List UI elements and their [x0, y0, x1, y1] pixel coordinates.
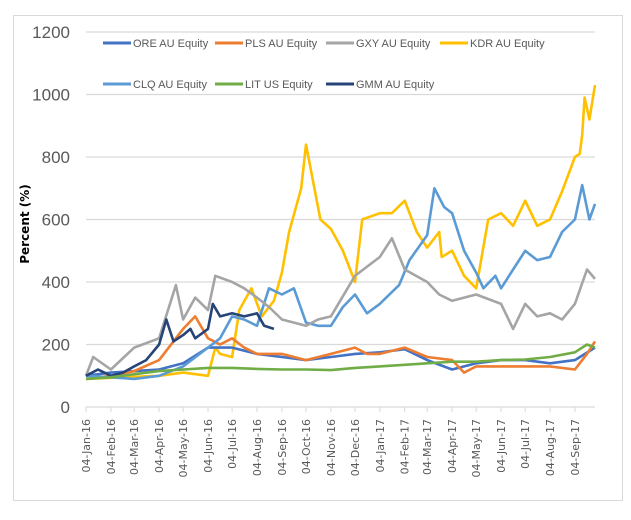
legend-item: KDR AU Equity: [440, 38, 545, 50]
y-tick-label: 800: [42, 148, 70, 167]
x-tick-label: 04-Jun-17: [495, 419, 508, 473]
y-tick-label: 200: [42, 336, 70, 355]
series-line-kdr: [85, 84, 597, 381]
x-tick-label: 04-Jan-16: [80, 419, 93, 473]
legend-item: ORE AU Equity: [103, 38, 209, 50]
y-tick-label: 400: [42, 273, 70, 292]
series-line-gmm: [85, 302, 275, 378]
x-tick-label: 04-Aug-17: [544, 419, 557, 476]
x-tick-label: 04-Jan-17: [374, 419, 387, 473]
x-tick-label: 04-Nov-16: [325, 419, 338, 476]
legend-label: LIT US Equity: [245, 79, 313, 91]
x-tick-label: 04-Oct-16: [300, 419, 313, 474]
x-tick-label: 04-Feb-17: [399, 419, 412, 474]
chart-frame: [13, 15, 623, 501]
y-tick-label: 1000: [32, 86, 70, 105]
x-tick-label: 04-Jul-17: [519, 419, 532, 469]
y-tick-label: 1200: [32, 23, 70, 42]
series-line-lit: [85, 343, 596, 381]
legend-label: ORE AU Equity: [133, 38, 209, 50]
legend-item: GXY AU Equity: [326, 38, 431, 50]
x-tick-label: 04-Jul-16: [226, 419, 239, 469]
x-tick-label: 04-Jun-16: [202, 419, 215, 473]
x-tick-label: 04-Apr-16: [153, 419, 166, 473]
series-line-pls: [85, 315, 597, 381]
legend-item: PLS AU Equity: [215, 38, 318, 50]
x-tick-label: 04-Feb-16: [105, 419, 118, 474]
x-tick-label: 04-Sep-16: [276, 419, 289, 476]
legend-label: GXY AU Equity: [356, 38, 431, 50]
x-tick-label: 04-May-16: [177, 419, 190, 477]
y-axis-label: Percent (%): [18, 184, 32, 264]
x-tick-label: 04-Dec-16: [349, 419, 362, 476]
legend-label: KDR AU Equity: [470, 38, 545, 50]
x-tick-label: 04-Mar-16: [128, 419, 141, 475]
series-line-gxy: [84, 237, 596, 377]
legend-label: GMM AU Equity: [356, 79, 435, 91]
x-tick-label: 04-Sep-17: [569, 419, 582, 476]
legend-item: GMM AU Equity: [326, 79, 435, 91]
legend-item: CLQ AU Equity: [103, 79, 207, 91]
y-tick-label: 0: [61, 398, 70, 417]
legend-label: CLQ AU Equity: [133, 79, 207, 91]
legend-label: PLS AU Equity: [245, 38, 318, 50]
series-line-clq: [85, 183, 597, 381]
x-tick-label: 04-Mar-17: [421, 419, 434, 475]
legend-item: LIT US Equity: [215, 79, 313, 91]
x-tick-label: 04-Aug-16: [251, 419, 264, 476]
y-tick-label: 600: [42, 211, 70, 230]
x-tick-label: 04-Apr-17: [446, 419, 459, 473]
x-tick-label: 04-May-17: [470, 419, 483, 477]
